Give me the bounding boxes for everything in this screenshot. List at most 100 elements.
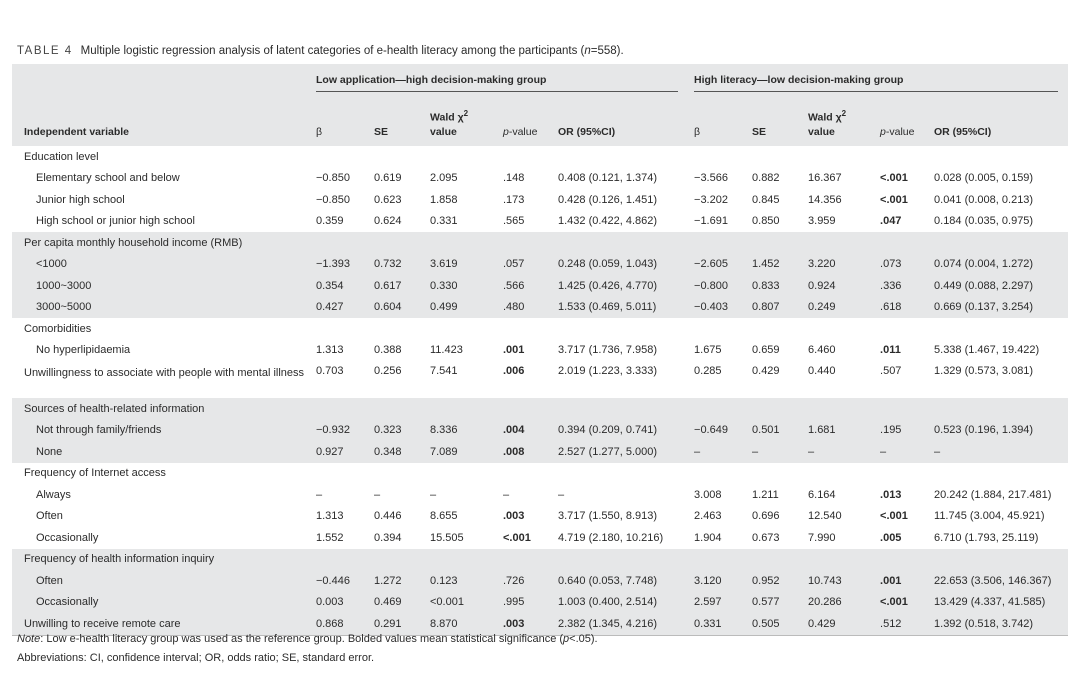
g1-or: 0.248 (0.059, 1.043) (558, 258, 658, 271)
g2-or: 0.669 (0.137, 3.254) (934, 301, 1034, 314)
g2-beta: 0.331 (694, 617, 722, 630)
caption-text: Multiple logistic regression analysis of… (80, 45, 585, 57)
g1-p-value: .006 (503, 365, 525, 377)
col-p-value-g1: p-value (503, 126, 538, 138)
section-header-row: Frequency of Internet access (12, 463, 1068, 485)
g2-se: 0.659 (752, 344, 780, 357)
g2-p-value: .073 (880, 258, 902, 271)
g2-p-value: .507 (880, 365, 902, 377)
g2-beta: – (694, 445, 701, 458)
caption-n-value: =558). (590, 45, 624, 57)
table-row: Occasionally 0.003 0.469 <0.001 .995 1.003 (0… (12, 591, 1069, 613)
g1-wald: 15.505 (430, 531, 464, 544)
group2-header: High literacy—low decision-making group (688, 64, 1068, 98)
g1-se: 0.323 (374, 424, 402, 437)
g1-p-value: .003 (503, 617, 525, 630)
g2-beta: 0.285 (694, 365, 722, 377)
g1-beta: 0.003 (316, 596, 344, 609)
regression-table: Low application—high decision-making gro… (12, 64, 1069, 636)
col-independent-variable: Independent variable (24, 126, 130, 138)
table-row: Always – – – – – 3.008 1.211 6.164 .013 20.242 (1.… (12, 484, 1068, 506)
g1-wald: <0.001 (430, 596, 464, 609)
section-label: Sources of health-related information (24, 402, 205, 415)
g1-or: 1.432 (0.422, 4.862) (558, 215, 658, 228)
row-label: 3000~5000 (36, 301, 92, 314)
table-row: <1000 −1.393 0.732 3.619 .057 0.248 (0.059, 1… (12, 253, 1069, 275)
g1-se: 0.617 (374, 279, 402, 292)
g2-or: – (934, 445, 941, 458)
g1-or: 0.408 (0.121, 1.374) (558, 172, 658, 185)
g2-se: 0.807 (752, 301, 780, 314)
g2-beta: 3.008 (694, 488, 722, 501)
g2-se: 0.833 (752, 279, 780, 292)
g2-p-value: .047 (880, 215, 902, 228)
g2-wald: 20.286 (808, 596, 842, 609)
g1-se: 0.446 (374, 510, 402, 523)
g2-se: 0.505 (752, 617, 780, 630)
g1-wald: – (430, 488, 437, 501)
g2-p-value: – (880, 445, 887, 458)
g1-beta: 1.313 (316, 510, 344, 523)
g2-beta: −0.649 (694, 424, 728, 437)
g2-beta: −3.566 (694, 172, 728, 185)
section-label: Frequency of health information inquiry (24, 553, 215, 566)
g1-or: 1.425 (0.426, 4.770) (558, 279, 658, 292)
section-header-row: Frequency of health information inquiry (12, 548, 1069, 570)
g1-se: 0.624 (374, 215, 402, 228)
g2-beta: −1.691 (694, 215, 728, 228)
g2-p-value: .195 (880, 424, 902, 437)
g2-se: 0.429 (752, 365, 780, 377)
g2-wald: 0.924 (808, 279, 836, 292)
g1-wald: 8.655 (430, 510, 458, 523)
table-note: Note: Low e-health literacy group was us… (17, 633, 598, 645)
g1-or: 2.382 (1.345, 4.216) (558, 617, 658, 630)
g2-wald: 0.429 (808, 617, 836, 630)
row-label: Always (36, 488, 71, 501)
table-label: TABLE 4 (17, 45, 73, 57)
g1-se: 0.469 (374, 596, 402, 609)
caption-n: n (584, 45, 591, 57)
g2-se: 0.696 (752, 510, 780, 523)
g2-p-value: .005 (880, 531, 902, 544)
g2-or: 20.242 (1.884, 217.481) (934, 488, 1052, 501)
g2-beta: 1.904 (694, 531, 722, 544)
g2-or: 0.449 (0.088, 2.297) (934, 279, 1034, 292)
g2-or: 1.329 (0.573, 3.081) (934, 365, 1034, 377)
g2-p-value: .001 (880, 574, 902, 587)
g1-wald: 1.858 (430, 193, 458, 206)
g1-p-value: .566 (503, 279, 525, 292)
table-row: High school or junior high school 0.359 0.… (12, 211, 1068, 233)
g1-se: 0.623 (374, 193, 402, 206)
g2-wald: 1.681 (808, 424, 836, 437)
g2-se: 0.673 (752, 531, 780, 544)
row-label: Occasionally (36, 596, 99, 609)
table-row: Unwillingness to associate with people w… (12, 361, 1068, 398)
g2-se: 0.501 (752, 424, 780, 437)
g1-wald: 8.336 (430, 424, 458, 437)
g1-p-value: .148 (503, 172, 525, 185)
section-label: Comorbidities (24, 322, 92, 335)
g1-or: 0.640 (0.053, 7.748) (558, 574, 658, 587)
g1-se: 1.272 (374, 574, 402, 587)
g1-se: 0.388 (374, 344, 402, 357)
g2-beta: −0.800 (694, 279, 728, 292)
row-label: <1000 (36, 258, 67, 271)
g2-se: 0.850 (752, 215, 780, 228)
g1-p-value: .057 (503, 258, 525, 271)
g2-wald: 12.540 (808, 510, 842, 523)
col-or-g2: OR (95%CI) (934, 126, 992, 138)
g1-or: 0.394 (0.209, 0.741) (558, 424, 658, 437)
g2-p-value: .013 (880, 488, 902, 501)
g2-p-value: .618 (880, 301, 902, 314)
g1-beta: 1.552 (316, 531, 344, 544)
g1-se: 0.604 (374, 301, 402, 314)
g1-beta: 0.868 (316, 617, 344, 630)
section-header-row: Sources of health-related information (12, 398, 1069, 420)
g2-se: 1.211 (752, 488, 779, 501)
table-body: Education level Elementary school and bel… (12, 146, 1069, 635)
g1-beta: 0.927 (316, 445, 344, 458)
g2-wald: 7.990 (808, 531, 836, 544)
g1-wald: 7.541 (430, 365, 458, 377)
table-row: Not through family/friends −0.932 0.323 8.3… (12, 419, 1069, 441)
g2-or: 0.041 (0.008, 0.213) (934, 193, 1034, 206)
